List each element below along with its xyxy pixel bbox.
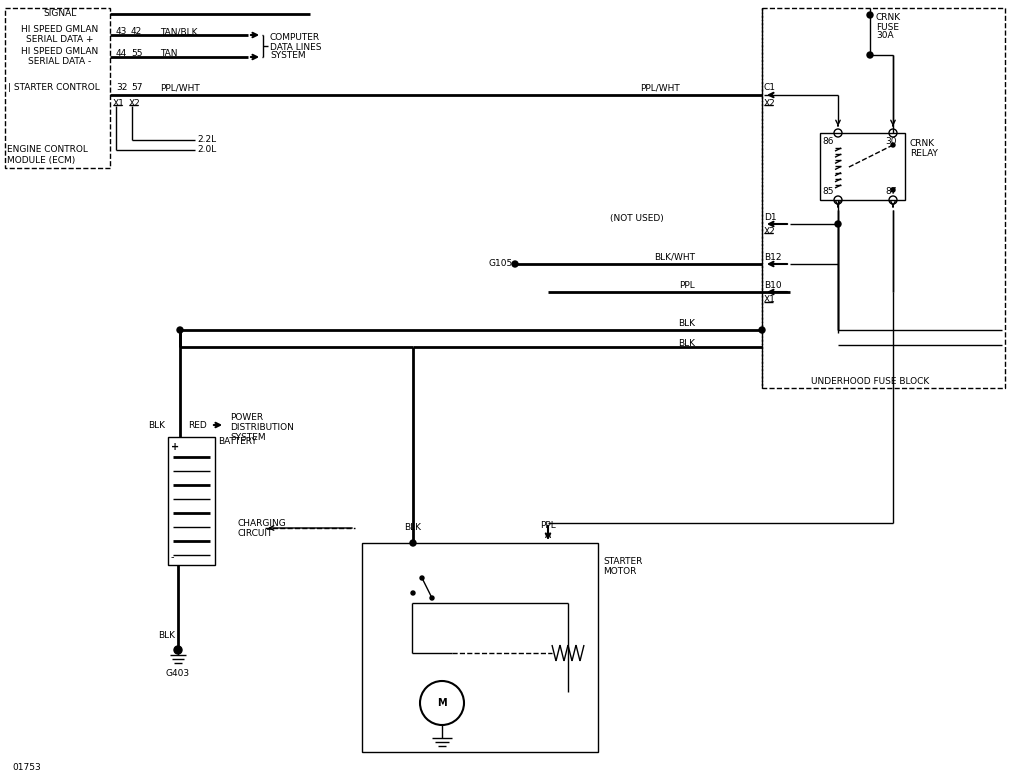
Circle shape xyxy=(867,12,873,18)
Text: TAN/BLK: TAN/BLK xyxy=(160,27,198,37)
Text: C1: C1 xyxy=(764,83,776,92)
Text: 43: 43 xyxy=(116,27,127,37)
Text: ENGINE CONTROL: ENGINE CONTROL xyxy=(7,145,88,155)
Text: CHARGING: CHARGING xyxy=(238,518,286,528)
Text: X2: X2 xyxy=(764,227,775,235)
Text: PPL: PPL xyxy=(540,521,556,529)
Text: 57: 57 xyxy=(131,83,143,92)
Text: 85: 85 xyxy=(822,187,834,197)
Bar xyxy=(362,543,598,752)
Text: PPL: PPL xyxy=(680,280,695,290)
Text: D1: D1 xyxy=(764,212,776,221)
Text: PPL/WHT: PPL/WHT xyxy=(160,83,200,92)
Text: X2: X2 xyxy=(129,99,141,107)
Text: SERIAL DATA +: SERIAL DATA + xyxy=(26,36,94,44)
Text: BATTERY: BATTERY xyxy=(218,437,257,447)
Circle shape xyxy=(867,52,873,58)
Text: 87: 87 xyxy=(884,187,897,197)
Text: DATA LINES: DATA LINES xyxy=(270,43,322,51)
Bar xyxy=(762,8,1005,388)
Circle shape xyxy=(174,646,182,654)
Text: (NOT USED): (NOT USED) xyxy=(610,214,664,224)
Text: FUSE: FUSE xyxy=(876,23,899,32)
Text: 2.0L: 2.0L xyxy=(197,145,216,155)
Text: BLK: BLK xyxy=(678,319,695,327)
Text: A: A xyxy=(545,531,551,539)
Text: X1: X1 xyxy=(764,295,775,305)
Text: +: + xyxy=(171,442,179,452)
Text: BLK/WHT: BLK/WHT xyxy=(654,253,695,262)
Text: CRNK: CRNK xyxy=(876,13,901,23)
Bar xyxy=(820,133,905,200)
Circle shape xyxy=(512,261,518,267)
Text: CRNK: CRNK xyxy=(910,138,935,148)
Text: RELAY: RELAY xyxy=(910,148,937,158)
Text: 55: 55 xyxy=(131,50,143,58)
Text: UNDERHOOD FUSE BLOCK: UNDERHOOD FUSE BLOCK xyxy=(811,378,929,386)
Bar xyxy=(168,437,215,565)
Bar xyxy=(5,8,110,168)
Text: -: - xyxy=(171,552,174,562)
Circle shape xyxy=(411,591,415,595)
Text: SERIAL DATA -: SERIAL DATA - xyxy=(29,57,92,67)
Text: COMPUTER: COMPUTER xyxy=(270,33,320,43)
Text: SIGNAL: SIGNAL xyxy=(44,9,76,19)
Text: 30: 30 xyxy=(884,137,897,145)
Text: 2.2L: 2.2L xyxy=(197,135,216,145)
Text: TAN: TAN xyxy=(160,50,177,58)
Text: X2: X2 xyxy=(764,99,775,107)
Text: BLK: BLK xyxy=(148,420,165,430)
Text: RED: RED xyxy=(189,420,208,430)
Circle shape xyxy=(891,143,895,147)
Text: MOTOR: MOTOR xyxy=(603,566,637,576)
Text: | STARTER CONTROL: | STARTER CONTROL xyxy=(8,83,100,92)
Text: 30A: 30A xyxy=(876,32,894,40)
Text: BLK: BLK xyxy=(678,339,695,347)
Text: HI SPEED GMLAN: HI SPEED GMLAN xyxy=(21,26,99,34)
Text: 42: 42 xyxy=(131,27,143,37)
Circle shape xyxy=(420,576,424,580)
Text: CIRCUIT: CIRCUIT xyxy=(238,528,273,538)
Text: 01753: 01753 xyxy=(12,764,41,772)
Text: BLK: BLK xyxy=(158,630,175,639)
Text: G403: G403 xyxy=(166,668,191,678)
Circle shape xyxy=(430,596,434,600)
Circle shape xyxy=(835,221,841,227)
Text: STARTER: STARTER xyxy=(603,556,642,566)
Text: G105: G105 xyxy=(489,260,513,269)
Circle shape xyxy=(759,327,765,333)
Text: 44: 44 xyxy=(116,50,127,58)
Text: B10: B10 xyxy=(764,280,782,290)
Text: B12: B12 xyxy=(764,253,782,262)
Text: POWER: POWER xyxy=(230,413,263,421)
Text: SYSTEM: SYSTEM xyxy=(270,51,306,61)
Text: HI SPEED GMLAN: HI SPEED GMLAN xyxy=(21,47,99,57)
Text: MODULE (ECM): MODULE (ECM) xyxy=(7,155,75,165)
Text: PPL/WHT: PPL/WHT xyxy=(640,83,680,92)
Text: X1: X1 xyxy=(113,99,125,107)
Circle shape xyxy=(891,188,895,192)
Text: 32: 32 xyxy=(116,83,127,92)
Text: M: M xyxy=(437,698,446,708)
Text: BLK: BLK xyxy=(405,524,422,532)
Circle shape xyxy=(177,327,183,333)
Text: DISTRIBUTION: DISTRIBUTION xyxy=(230,423,293,431)
Text: SYSTEM: SYSTEM xyxy=(230,433,266,441)
Circle shape xyxy=(410,540,416,546)
Text: 86: 86 xyxy=(822,137,834,145)
